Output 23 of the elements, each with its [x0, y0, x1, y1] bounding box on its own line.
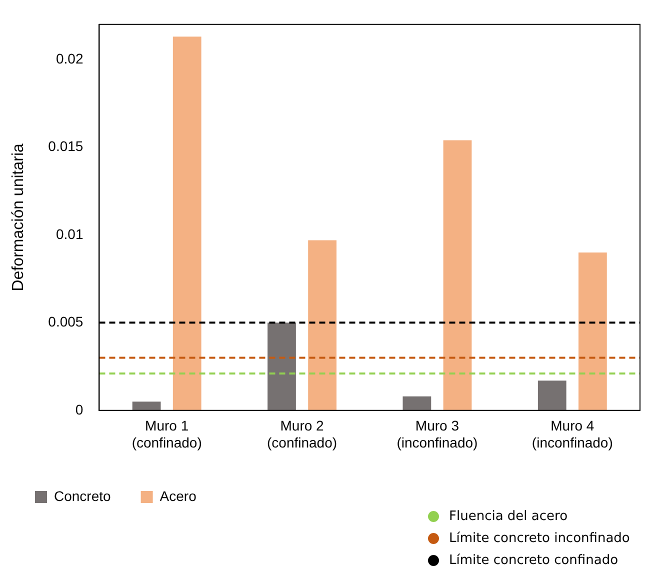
- x-tick-label: Muro 1 (confinado): [132, 418, 202, 450]
- bar: [578, 252, 607, 410]
- x-tick-label: Muro 3 (inconfinado): [396, 418, 478, 450]
- legend-label: Límite concreto confinado: [449, 552, 618, 568]
- legend-label: Concreto: [54, 488, 112, 504]
- y-tick-label: 0: [75, 401, 84, 418]
- legend-label: Límite concreto inconfinado: [449, 530, 630, 546]
- y-tick-label: 0.01: [56, 226, 84, 242]
- bar: [538, 380, 566, 410]
- legend-label: Acero: [160, 488, 197, 504]
- y-tick-label: 0.005: [48, 314, 84, 330]
- y-axis-title: Deformación unitaria: [10, 143, 28, 292]
- y-tick-label: 0.02: [56, 50, 84, 66]
- x-tick-label: Muro 2 (confinado): [267, 418, 338, 450]
- bar: [132, 402, 161, 410]
- bar: [268, 322, 296, 410]
- bar: [172, 36, 202, 410]
- bar: [443, 140, 472, 410]
- bar: [308, 240, 336, 410]
- bar: [402, 396, 432, 410]
- x-tick-label: Muro 4 (inconfinado): [532, 418, 613, 450]
- legend-label: Fluencia del acero: [449, 508, 568, 524]
- y-tick-label: 0.015: [48, 138, 84, 154]
